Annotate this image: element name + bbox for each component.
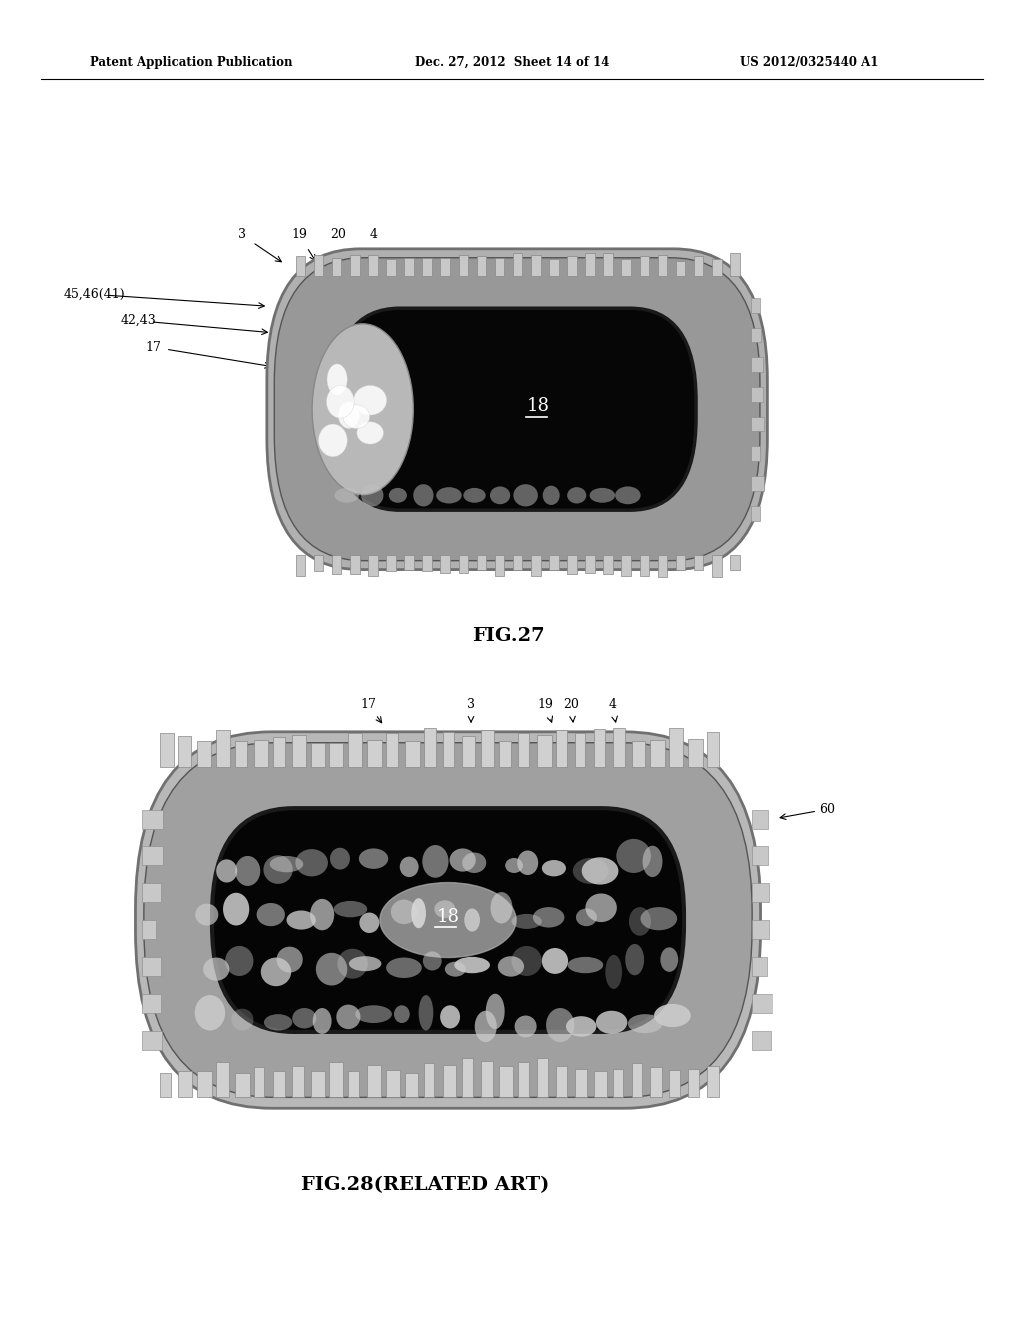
Text: 45,46(41): 45,46(41) bbox=[63, 288, 125, 301]
Text: 19: 19 bbox=[538, 698, 554, 711]
Text: 60: 60 bbox=[819, 803, 836, 816]
Text: 3: 3 bbox=[238, 228, 246, 242]
Text: 4: 4 bbox=[370, 228, 378, 242]
Text: 17: 17 bbox=[360, 698, 377, 711]
Text: 19: 19 bbox=[291, 228, 307, 242]
Text: 4: 4 bbox=[608, 698, 616, 711]
Text: 3: 3 bbox=[467, 698, 475, 711]
Text: 17: 17 bbox=[145, 341, 162, 354]
Text: 20: 20 bbox=[330, 228, 346, 242]
Text: US 2012/0325440 A1: US 2012/0325440 A1 bbox=[739, 55, 879, 69]
Text: Dec. 27, 2012  Sheet 14 of 14: Dec. 27, 2012 Sheet 14 of 14 bbox=[415, 55, 609, 69]
Text: FIG.28(RELATED ART): FIG.28(RELATED ART) bbox=[301, 1176, 549, 1195]
Text: FIG.27: FIG.27 bbox=[473, 627, 545, 645]
Text: 42,43: 42,43 bbox=[121, 314, 156, 327]
Text: 20: 20 bbox=[563, 698, 580, 711]
Text: Patent Application Publication: Patent Application Publication bbox=[90, 55, 293, 69]
